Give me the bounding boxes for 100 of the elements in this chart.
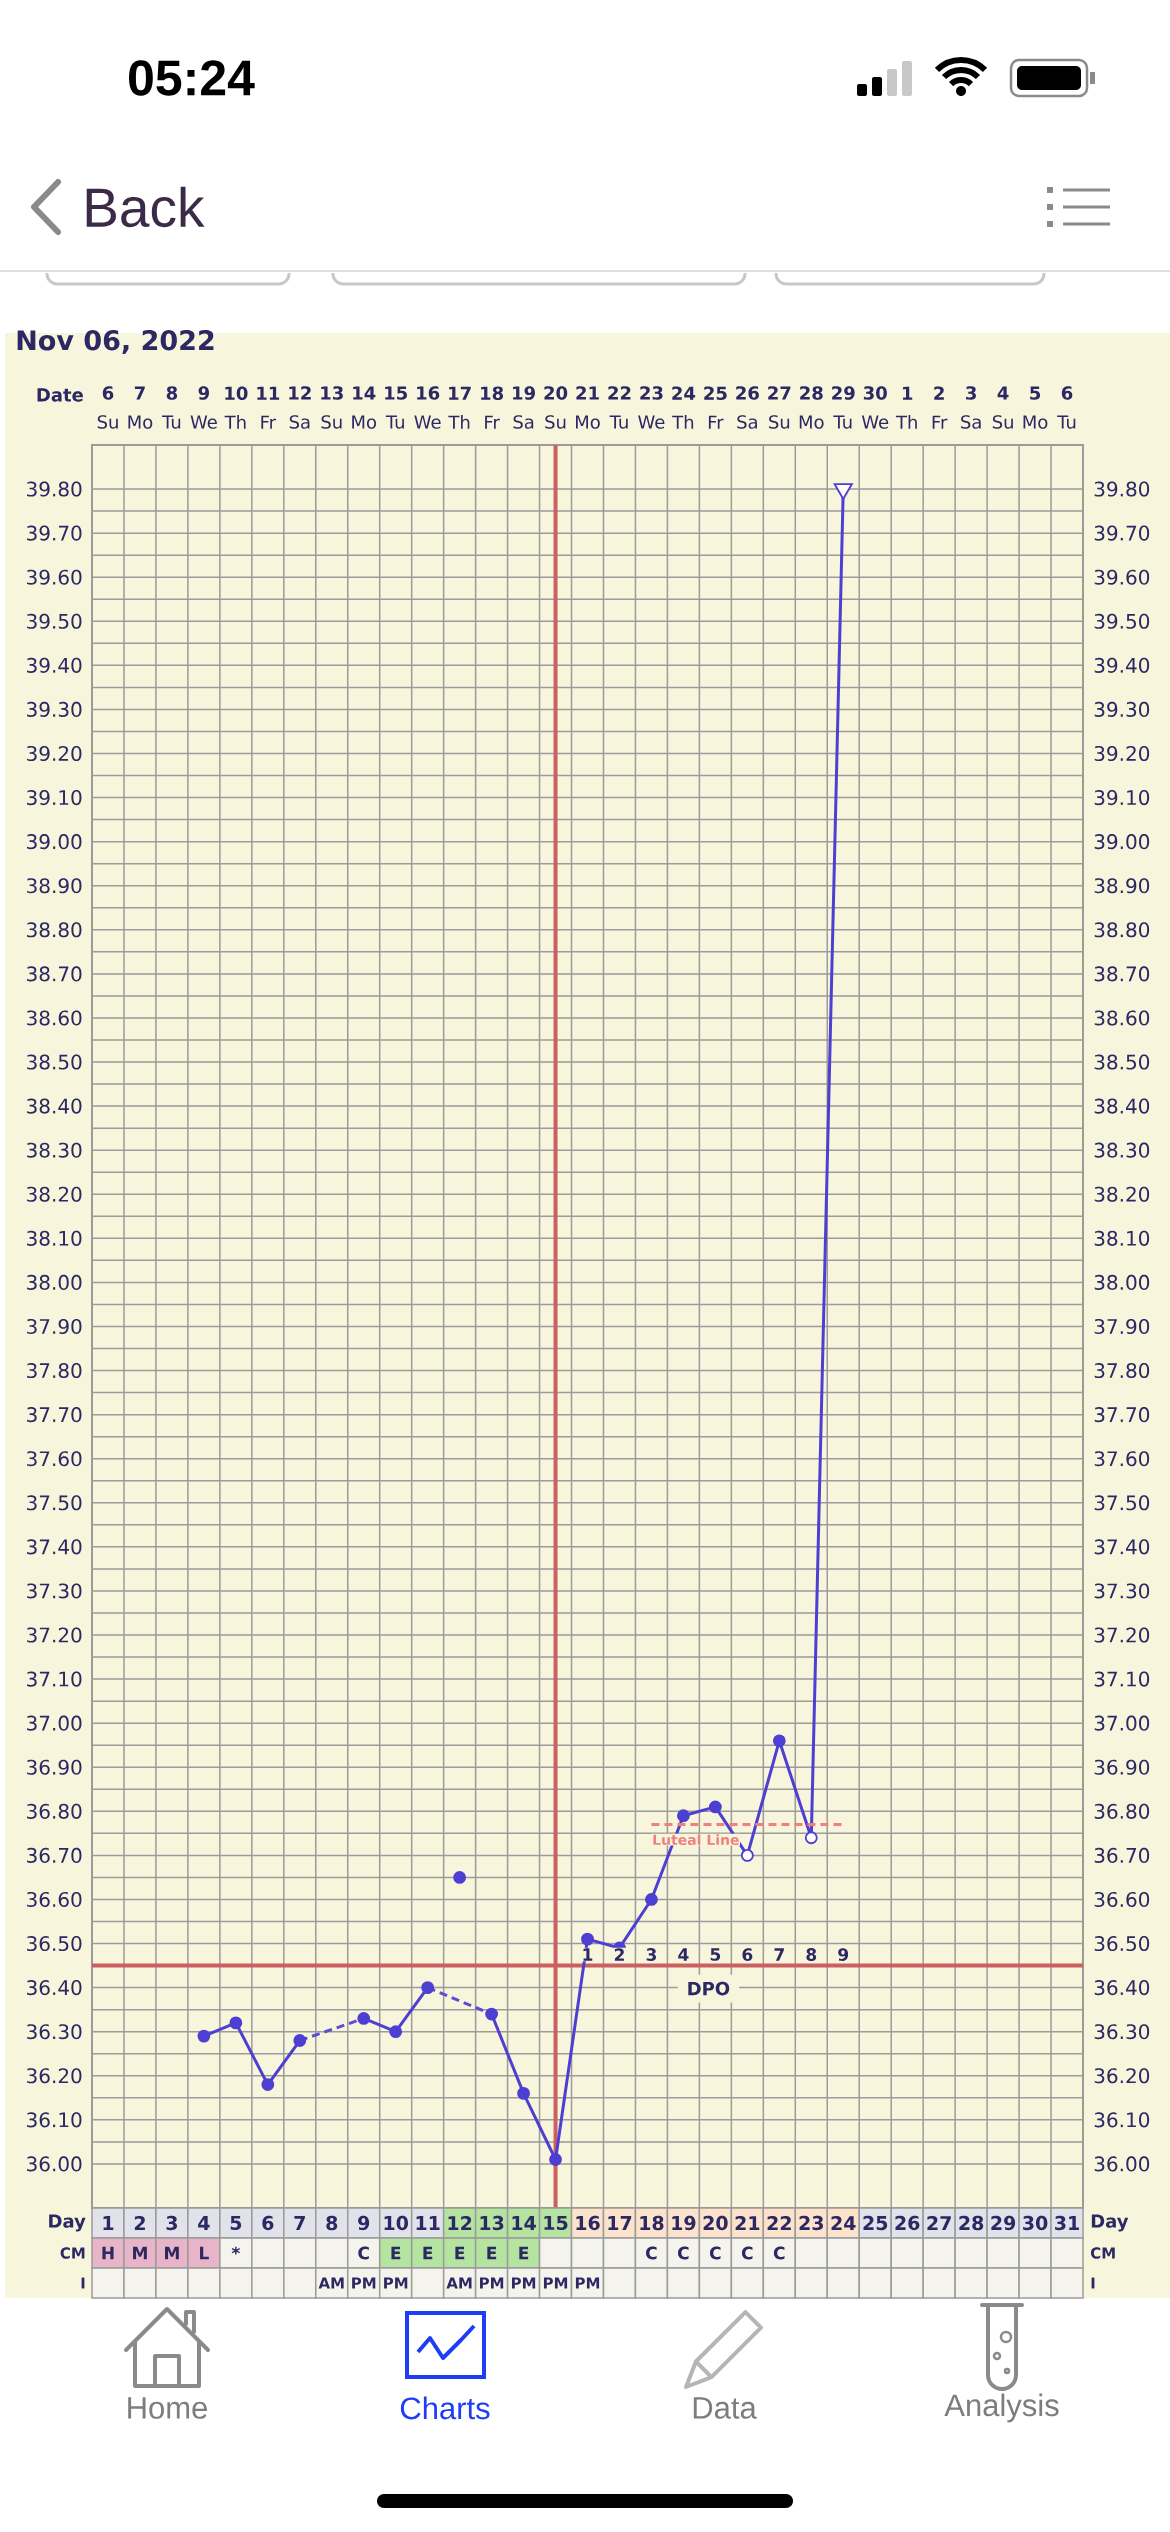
y2-tick-label: 39.70 bbox=[1094, 525, 1150, 541]
text: 6 bbox=[262, 2215, 274, 2231]
y-tick-label: 37.00 bbox=[27, 1715, 82, 1731]
y-tick-label: 37.70 bbox=[27, 1407, 82, 1423]
text: 19 bbox=[672, 2215, 696, 2231]
x-tick-label: 1 Th bbox=[895, 386, 917, 429]
text: 31 bbox=[1055, 2215, 1079, 2231]
text: 8 bbox=[326, 2215, 338, 2231]
y2-tick-label: 39.30 bbox=[1094, 701, 1150, 717]
y-tick-label: 37.50 bbox=[27, 1495, 82, 1511]
text: 16 bbox=[576, 2215, 600, 2231]
y2-tick-label: 38.00 bbox=[1094, 1274, 1150, 1290]
y2-tick-label: 36.10 bbox=[1094, 2112, 1150, 2128]
y-tick-label: 36.70 bbox=[27, 1847, 82, 1863]
chart-title: Nov 06, 2022 bbox=[17, 330, 214, 354]
text: C bbox=[358, 2246, 369, 2260]
y-tick-label: 38.80 bbox=[27, 922, 82, 938]
text: PM bbox=[352, 2277, 376, 2289]
y2-tick-label: 39.80 bbox=[1094, 481, 1150, 497]
text: 2 bbox=[134, 2215, 145, 2231]
x-tick-label: 4 Su bbox=[992, 386, 1013, 429]
text: PM bbox=[480, 2277, 504, 2289]
x-tick-label: 11 Fr bbox=[257, 386, 280, 429]
x-tick-label: 9 We bbox=[190, 386, 217, 429]
y-tick-label: 36.10 bbox=[27, 2112, 82, 2128]
y2-tick-label: 36.00 bbox=[1094, 2156, 1150, 2172]
y-tick-label: 38.50 bbox=[27, 1054, 82, 1070]
text: Charts bbox=[400, 2396, 490, 2420]
x-tick-label: 29 Tu bbox=[832, 386, 855, 429]
y-tick-label: 37.20 bbox=[27, 1627, 82, 1643]
x-tick-label: 2 Fr bbox=[932, 386, 948, 429]
text: 21 bbox=[735, 2215, 760, 2231]
y2-tick-label: 36.50 bbox=[1094, 1935, 1150, 1952]
y-tick-label: 37.60 bbox=[27, 1451, 82, 1467]
x-tick-label: 3 Sa bbox=[961, 386, 981, 429]
y-tick-label: 39.50 bbox=[27, 613, 82, 629]
y2-tick-label: 37.60 bbox=[1094, 1451, 1150, 1467]
y2-tick-label: 36.20 bbox=[1094, 2068, 1150, 2084]
text: 13 bbox=[480, 2215, 504, 2231]
y2-tick-label: 36.70 bbox=[1094, 1847, 1150, 1863]
y2-tick-label: 39.10 bbox=[1094, 790, 1150, 806]
text: 20 bbox=[703, 2215, 728, 2231]
y2-tick-label: 36.60 bbox=[1094, 1891, 1150, 1908]
y2-tick-label: 37.10 bbox=[1094, 1671, 1150, 1687]
x-tick-label: 15 Tu bbox=[385, 386, 407, 429]
y-tick-label: 39.10 bbox=[27, 790, 82, 806]
text: PM bbox=[575, 2277, 600, 2289]
text: PM bbox=[384, 2277, 408, 2289]
series-label: Luteal Line bbox=[653, 1834, 739, 1846]
y2-tick-label: 37.70 bbox=[1094, 1407, 1150, 1423]
text: 22 bbox=[767, 2215, 791, 2231]
y-tick-label: 39.40 bbox=[27, 657, 82, 673]
x-tick-label: 10 Th bbox=[224, 386, 248, 429]
y-tick-label: 39.80 bbox=[27, 481, 82, 497]
y2-tick-label: 36.90 bbox=[1094, 1759, 1150, 1775]
x-tick-label: 19 Sa bbox=[513, 386, 535, 429]
text: 15 bbox=[544, 2215, 568, 2231]
text: M bbox=[133, 2246, 147, 2260]
text: 25 bbox=[863, 2215, 888, 2231]
x-tick-label: 7 Mo bbox=[128, 386, 153, 429]
y2-tick-label: 39.00 bbox=[1094, 834, 1150, 850]
text: C bbox=[709, 2246, 721, 2260]
text: 17 bbox=[608, 2216, 632, 2230]
y-tick-label: CM bbox=[60, 2247, 85, 2259]
text: Back bbox=[86, 186, 205, 228]
y-tick-label: 37.10 bbox=[27, 1671, 82, 1687]
y-tick-label: 36.30 bbox=[27, 2024, 82, 2040]
text: 12 bbox=[448, 2215, 472, 2231]
x-tick-label: 22 Tu bbox=[608, 386, 631, 429]
y2-tick-label: I bbox=[1091, 2277, 1095, 2289]
annotation: 1 bbox=[583, 1948, 593, 1961]
x-tick-label: 12 Sa bbox=[289, 386, 311, 429]
text: 28 bbox=[959, 2215, 984, 2231]
x-tick-label: 28 Mo bbox=[799, 386, 824, 429]
x-tick-label: 20 Su bbox=[544, 386, 568, 429]
y2-tick-label: 36.80 bbox=[1094, 1803, 1150, 1819]
y-tick-label: 37.80 bbox=[27, 1363, 82, 1379]
annotation: 3 bbox=[646, 1948, 656, 1961]
text: 23 bbox=[799, 2215, 823, 2231]
x-tick-label: 13 Su bbox=[321, 386, 343, 429]
text: 26 bbox=[895, 2215, 920, 2231]
y-tick-label: 37.30 bbox=[27, 1583, 82, 1599]
x-tick-label: 6 Su bbox=[97, 386, 118, 429]
y-tick-label: 36.40 bbox=[27, 1980, 82, 1996]
x-tick-label: 21 Mo bbox=[576, 386, 600, 429]
text: 3 bbox=[166, 2215, 178, 2231]
y-tick-label: 39.30 bbox=[27, 701, 82, 717]
y2-tick-label: 37.50 bbox=[1094, 1495, 1150, 1511]
x-tick-label: 24 Th bbox=[672, 386, 696, 429]
text: E bbox=[423, 2246, 433, 2260]
y2-tick-label: 38.90 bbox=[1094, 878, 1150, 894]
text: 05:24 bbox=[129, 60, 255, 96]
y-tick-label: 39.70 bbox=[27, 525, 82, 541]
annotation: 8 bbox=[806, 1948, 817, 1961]
x-tick-label: 30 We bbox=[861, 386, 889, 429]
y2-tick-label: 38.70 bbox=[1094, 966, 1150, 982]
text: L bbox=[200, 2246, 209, 2260]
x-tick-label: 27 Su bbox=[768, 386, 791, 429]
annotation: 9 bbox=[838, 1948, 849, 1961]
y-tick-label: 36.50 bbox=[27, 1935, 82, 1952]
